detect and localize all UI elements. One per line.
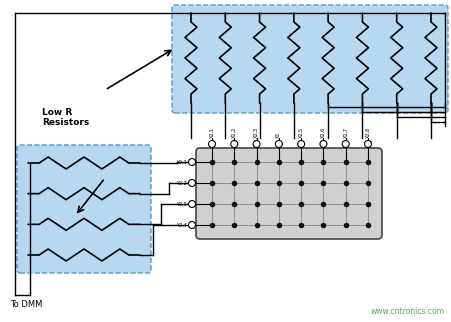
- Text: Low R
Resistors: Low R Resistors: [42, 108, 89, 128]
- Circle shape: [276, 140, 282, 147]
- Text: X2,5: X2,5: [299, 127, 304, 138]
- Text: X2,1: X2,1: [210, 127, 215, 138]
- Text: X2,6: X2,6: [321, 127, 326, 138]
- Text: X2,8: X2,8: [365, 127, 371, 138]
- Text: To DMM: To DMM: [10, 300, 42, 309]
- FancyBboxPatch shape: [17, 145, 151, 273]
- Circle shape: [320, 140, 327, 147]
- Text: X1: X1: [276, 131, 281, 138]
- Circle shape: [364, 140, 372, 147]
- Text: Y2,3: Y2,3: [176, 202, 187, 206]
- Text: Y2,1: Y2,1: [176, 159, 187, 165]
- Circle shape: [189, 158, 195, 166]
- Circle shape: [253, 140, 260, 147]
- Text: X2,7: X2,7: [343, 127, 348, 138]
- Circle shape: [208, 140, 216, 147]
- Circle shape: [189, 201, 195, 207]
- FancyBboxPatch shape: [196, 148, 382, 239]
- Circle shape: [189, 179, 195, 186]
- Circle shape: [298, 140, 304, 147]
- FancyBboxPatch shape: [172, 5, 448, 113]
- Text: Y2,2: Y2,2: [176, 181, 187, 185]
- Text: www.cntronics.com: www.cntronics.com: [371, 307, 445, 316]
- Text: X2,2: X2,2: [232, 127, 237, 138]
- Text: Y2,4: Y2,4: [176, 223, 187, 228]
- Text: X2,3: X2,3: [254, 127, 259, 138]
- Circle shape: [189, 222, 195, 229]
- Circle shape: [231, 140, 238, 147]
- Circle shape: [342, 140, 349, 147]
